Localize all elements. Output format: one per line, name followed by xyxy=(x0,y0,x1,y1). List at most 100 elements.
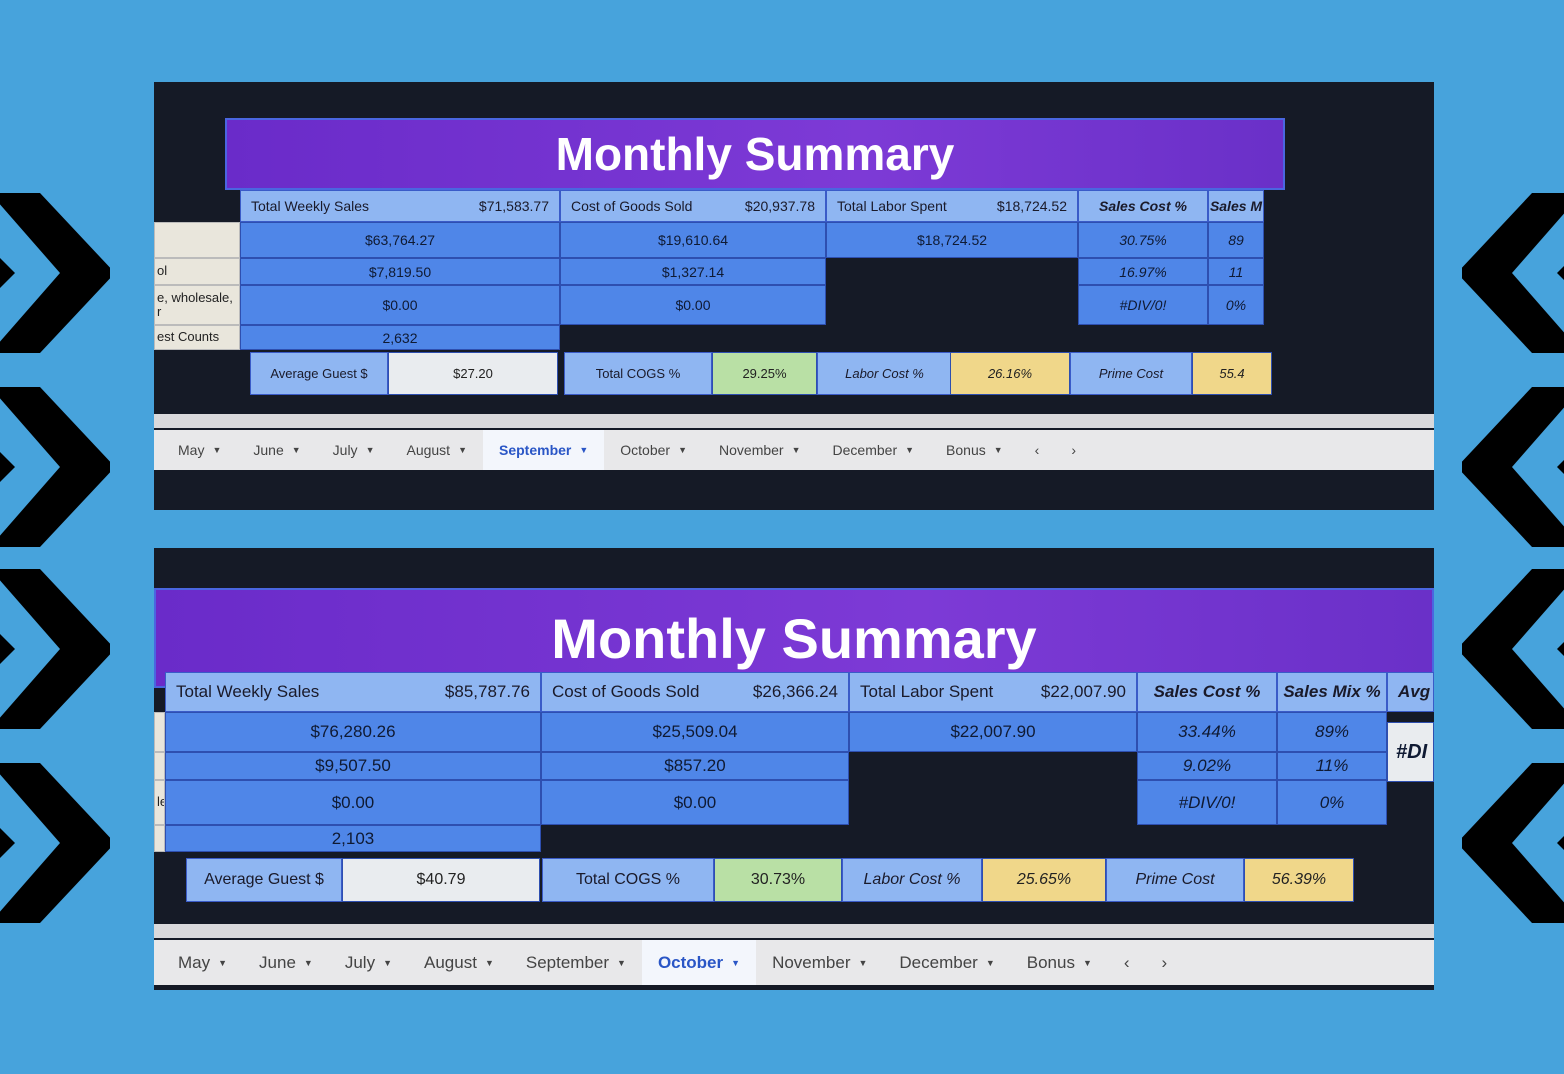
labor-header: Total Labor Spent $22,007.90 xyxy=(849,672,1137,712)
scroll-tabs-right-button[interactable]: › xyxy=(1071,442,1077,458)
sales_mix-cell[interactable]: 0% xyxy=(1277,780,1387,825)
sales_mix-cell[interactable]: 11 xyxy=(1208,258,1264,285)
cogs-cell[interactable]: $0.00 xyxy=(560,285,826,325)
sales-cell[interactable]: $0.00 xyxy=(240,285,560,325)
sales_mix-cell[interactable]: 11% xyxy=(1277,752,1387,780)
scroll-tabs-left-button[interactable]: ‹ xyxy=(1123,952,1130,972)
sales-cell[interactable]: 2,632 xyxy=(240,325,560,350)
sheet-tabs-bar: May ▼ June ▼ July ▼ August ▼ September ▼ October ▼ N… xyxy=(154,940,1434,985)
labor-cell[interactable]: $18,724.52 xyxy=(826,222,1078,258)
screenshot-october: Monthly Summary le, Total Weekly Sales $8… xyxy=(154,548,1434,990)
chevron-left-icon xyxy=(1462,763,1564,923)
sales-cell[interactable]: $7,819.50 xyxy=(240,258,560,285)
sales_cost-cell[interactable]: 30.75% xyxy=(1078,222,1208,258)
dropdown-caret-icon[interactable]: ▼ xyxy=(993,445,1003,455)
dropdown-caret-icon[interactable]: ▼ xyxy=(858,957,868,968)
prime-cell[interactable]: 55.4 xyxy=(1192,352,1272,395)
sheet-tab-october[interactable]: October ▼ xyxy=(641,940,757,985)
sheet-tab-september[interactable]: September ▼ xyxy=(483,430,605,470)
monthly-summary-title: Monthly Summary xyxy=(154,588,1434,688)
avg-guest-cell[interactable]: $27.20 xyxy=(388,352,558,395)
sheet-tab-label: May xyxy=(178,952,211,972)
labor-pct-cell[interactable]: 26.16% xyxy=(950,352,1070,395)
sheet-tab-label: July xyxy=(332,442,358,458)
horizontal-scrollbar[interactable] xyxy=(154,924,1434,938)
dropdown-caret-icon[interactable]: ▼ xyxy=(905,445,915,455)
labor-pct-cell[interactable]: 25.65% xyxy=(982,858,1106,902)
scroll-tabs-left-button[interactable]: ‹ xyxy=(1034,442,1040,458)
sales-cell[interactable]: 2,103 xyxy=(165,825,541,852)
sales_mix-cell[interactable]: 89% xyxy=(1277,712,1387,752)
dropdown-caret-icon[interactable]: ▼ xyxy=(291,445,301,455)
sales-cell[interactable]: $76,280.26 xyxy=(165,712,541,752)
row-label: ol xyxy=(154,258,240,285)
labor-total: $22,007.90 xyxy=(1040,682,1126,701)
sheet-tab-september[interactable]: September ▼ xyxy=(510,940,642,985)
dropdown-caret-icon[interactable]: ▼ xyxy=(1082,957,1092,968)
cogs-pct-label: Total COGS % xyxy=(564,352,712,395)
labor-label: Total Labor Spent xyxy=(860,682,994,701)
sheet-tab-june[interactable]: June ▼ xyxy=(243,940,329,985)
cogs-pct-cell[interactable]: 29.25% xyxy=(712,352,817,395)
avg-guest-cell[interactable]: $40.79 xyxy=(342,858,540,902)
sales-cell[interactable]: $63,764.27 xyxy=(240,222,560,258)
cogs-pct-cell[interactable]: 30.73% xyxy=(714,858,842,902)
sheet-tab-may[interactable]: May ▼ xyxy=(162,940,243,985)
cogs-cell[interactable]: $857.20 xyxy=(541,752,849,780)
cogs-cell[interactable]: $1,327.14 xyxy=(560,258,826,285)
sheet-tab-label: June xyxy=(259,952,296,972)
sales_cost-cell[interactable]: #DIV/0! xyxy=(1137,780,1277,825)
sheet-tab-bonus[interactable]: Bonus ▼ xyxy=(1011,940,1108,985)
row-label xyxy=(154,712,165,752)
labor-label: Total Labor Spent xyxy=(837,198,947,214)
prime-cell[interactable]: 56.39% xyxy=(1244,858,1354,902)
sheet-tab-december[interactable]: December ▼ xyxy=(883,940,1010,985)
sheet-tab-may[interactable]: May ▼ xyxy=(162,430,237,470)
cogs-cell[interactable]: $19,610.64 xyxy=(560,222,826,258)
dropdown-caret-icon[interactable]: ▼ xyxy=(678,445,688,455)
dropdown-caret-icon[interactable]: ▼ xyxy=(484,957,494,968)
sales_mix-cell[interactable]: 89 xyxy=(1208,222,1264,258)
sales_cost-cell[interactable]: 33.44% xyxy=(1137,712,1277,752)
row-label: e, wholesale, r xyxy=(154,285,240,325)
dropdown-caret-icon[interactable]: ▼ xyxy=(617,957,626,968)
sales-cell[interactable]: $9,507.50 xyxy=(165,752,541,780)
sheet-tab-june[interactable]: June ▼ xyxy=(237,430,316,470)
cogs-total: $26,366.24 xyxy=(752,682,838,701)
dropdown-caret-icon[interactable]: ▼ xyxy=(383,957,392,968)
sheet-tab-july[interactable]: July ▼ xyxy=(329,940,408,985)
sheet-tab-november[interactable]: November ▼ xyxy=(756,940,883,985)
cogs-cell[interactable]: $25,509.04 xyxy=(541,712,849,752)
dropdown-caret-icon[interactable]: ▼ xyxy=(458,445,467,455)
dropdown-caret-icon[interactable]: ▼ xyxy=(791,445,801,455)
avg-cell[interactable]: #DI xyxy=(1387,722,1434,782)
sheet-tab-label: October xyxy=(657,952,724,972)
sales_cost-cell[interactable]: 9.02% xyxy=(1137,752,1277,780)
dropdown-caret-icon[interactable]: ▼ xyxy=(218,957,228,968)
cogs-cell[interactable]: $0.00 xyxy=(541,780,849,825)
sales_cost-cell[interactable]: #DIV/0! xyxy=(1078,285,1208,325)
labor-cell[interactable]: $22,007.90 xyxy=(849,712,1137,752)
dropdown-caret-icon[interactable]: ▼ xyxy=(731,957,741,968)
dropdown-caret-icon[interactable]: ▼ xyxy=(303,957,313,968)
sales-total: $85,787.76 xyxy=(444,682,530,701)
row-label: le, xyxy=(154,780,165,825)
dropdown-caret-icon[interactable]: ▼ xyxy=(985,957,995,968)
dropdown-caret-icon[interactable]: ▼ xyxy=(579,445,589,455)
sheet-tab-december[interactable]: December ▼ xyxy=(817,430,931,470)
sheet-tab-october[interactable]: October ▼ xyxy=(604,430,703,470)
sales_cost-cell[interactable]: 16.97% xyxy=(1078,258,1208,285)
sales-cell[interactable]: $0.00 xyxy=(165,780,541,825)
horizontal-scrollbar[interactable] xyxy=(154,414,1434,428)
dropdown-caret-icon[interactable]: ▼ xyxy=(365,445,375,455)
sheet-tab-august[interactable]: August ▼ xyxy=(390,430,483,470)
sheet-tab-july[interactable]: July ▼ xyxy=(317,430,391,470)
avg-header: Avg xyxy=(1387,672,1434,712)
sheet-tab-bonus[interactable]: Bonus ▼ xyxy=(930,430,1019,470)
sheet-tab-november[interactable]: November ▼ xyxy=(703,430,817,470)
sheet-tab-august[interactable]: August ▼ xyxy=(408,940,510,985)
sheet-tab-label: October xyxy=(620,442,671,458)
sales_mix-cell[interactable]: 0% xyxy=(1208,285,1264,325)
dropdown-caret-icon[interactable]: ▼ xyxy=(212,445,222,455)
scroll-tabs-right-button[interactable]: › xyxy=(1161,952,1168,972)
